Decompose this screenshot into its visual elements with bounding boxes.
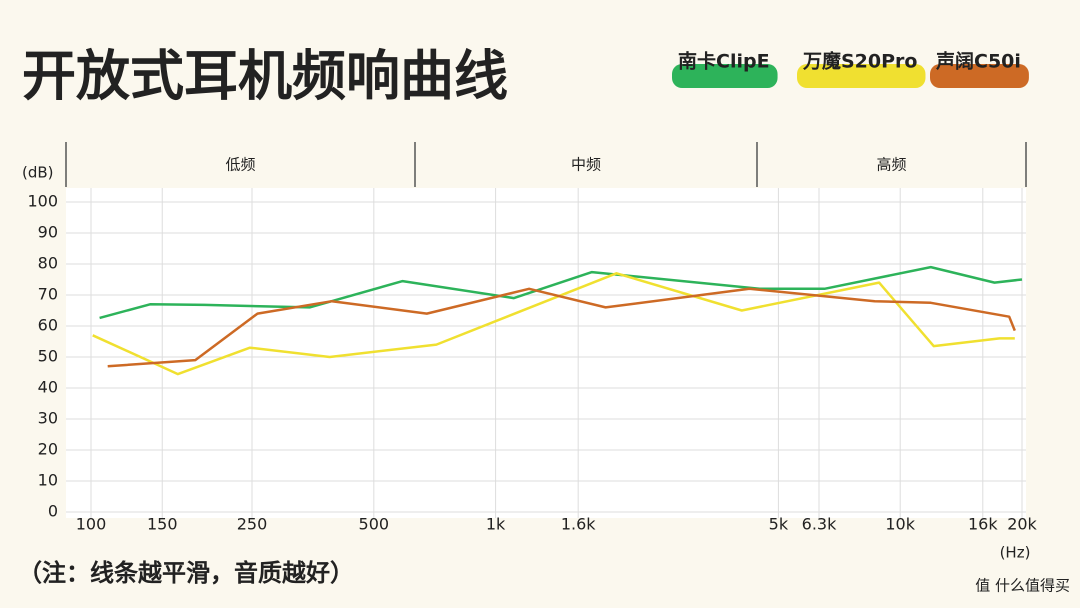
y-tick-label: 10	[38, 471, 58, 490]
legend-label: 声阔C50i	[935, 50, 1021, 73]
x-tick-label: 1k	[486, 515, 506, 534]
legend-label: 万魔S20Pro	[802, 50, 917, 73]
legend-swatch	[930, 64, 1029, 88]
legend-swatch	[797, 64, 926, 88]
x-tick-label: 6.3k	[802, 515, 837, 534]
x-tick-label: 20k	[1007, 515, 1037, 534]
x-tick-label: 16k	[968, 515, 998, 534]
y-tick-label: 90	[38, 223, 58, 242]
legend-item: 声阔C50i	[930, 50, 1029, 88]
y-tick-label: 60	[38, 316, 58, 335]
y-tick-label: 70	[38, 285, 58, 304]
watermark: 值 什么值得买	[975, 577, 1070, 595]
y-tick-label: 20	[38, 440, 58, 459]
x-tick-label: 1.6k	[561, 515, 596, 534]
y-tick-label: 0	[48, 502, 58, 521]
chart-title: 开放式耳机频响曲线	[22, 45, 508, 108]
x-tick-label: 10k	[885, 515, 915, 534]
legend-swatch	[672, 64, 778, 88]
x-axis-label: (Hz)	[1000, 544, 1031, 562]
x-tick-label: 5k	[769, 515, 789, 534]
legend-item: 万魔S20Pro	[797, 50, 926, 88]
y-tick-label: 100	[27, 192, 58, 211]
y-tick-label: 40	[38, 378, 58, 397]
y-tick-label: 30	[38, 409, 58, 428]
band-separators	[65, 142, 1027, 187]
band-label: 高频	[876, 156, 906, 174]
x-tick-label: 500	[359, 515, 390, 534]
legend-label: 南卡ClipE	[678, 50, 770, 73]
band-label: 低频	[225, 156, 255, 174]
x-tick-label: 100	[76, 515, 107, 534]
y-tick-label: 50	[38, 347, 58, 366]
series-line	[107, 287, 1016, 368]
series-line	[92, 272, 1015, 376]
plot-area	[66, 188, 1026, 518]
x-tick-label: 250	[237, 515, 268, 534]
y-tick-label: 80	[38, 254, 58, 273]
band-label: 中频	[571, 156, 601, 174]
x-tick-label: 150	[147, 515, 178, 534]
note: （注：线条越平滑，音质越好）	[18, 559, 354, 587]
legend-item: 南卡ClipE	[672, 50, 778, 88]
series-line	[99, 265, 1023, 320]
y-axis-label: (dB)	[22, 164, 54, 182]
